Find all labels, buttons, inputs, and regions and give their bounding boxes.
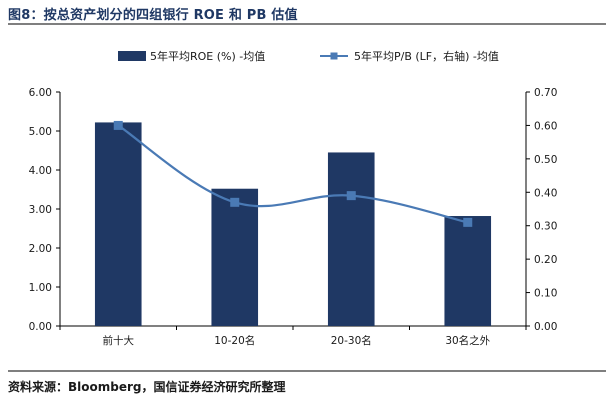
pb-line-path [117,124,468,224]
legend-pb-marker [330,52,338,60]
right-tick-label: 0.10 [534,288,557,300]
figure-title: 图8：按总资产划分的四组银行 ROE 和 PB 估值 [8,8,298,23]
source-note: 资料来源：Bloomberg，国信证券经济研究所整理 [8,380,286,394]
right-tick-label: 0.40 [534,187,557,199]
pb-point [230,197,240,207]
category-label: 20-30名 [331,334,372,347]
right-tick-label: 0.50 [534,154,557,166]
category-label: 前十大 [103,334,135,347]
left-tick-label: 5.00 [29,126,52,138]
roe-bars [94,122,492,326]
left-tick-label: 2.00 [29,243,52,255]
right-tick-label: 0.20 [534,254,557,266]
left-tick-label: 0.00 [29,321,52,333]
roe-pb-chart: 5年平均ROE (%) -均值 5年平均P/B (LF，右轴) -均值 0.00… [29,49,558,347]
pb-line-series [113,120,473,227]
roe-bar [327,152,375,326]
left-tick-label: 4.00 [29,165,52,177]
pb-point [346,191,356,201]
right-axis-ticks: 0.00 0.10 0.20 0.30 0.40 0.50 0.60 0.70 [526,87,557,333]
roe-bar [444,216,492,326]
category-ticks: 前十大 10-20名 20-30名 30名之外 [59,326,527,347]
category-label: 30名之外 [445,334,490,347]
left-tick-label: 1.00 [29,282,52,294]
legend-pb-label: 5年平均P/B (LF，右轴) -均值 [354,49,499,63]
legend-roe-label: 5年平均ROE (%) -均值 [150,49,265,63]
legend: 5年平均ROE (%) -均值 5年平均P/B (LF，右轴) -均值 [118,49,499,63]
right-tick-label: 0.30 [534,221,557,233]
pb-point [113,120,123,130]
right-tick-label: 0.60 [534,120,557,132]
right-tick-label: 0.70 [534,87,557,99]
category-label: 10-20名 [214,334,255,347]
left-tick-label: 3.00 [29,204,52,216]
roe-bar [94,122,142,326]
source-divider [8,370,606,372]
pb-point [463,217,473,227]
title-divider [8,23,606,25]
legend-roe-swatch [118,51,146,61]
left-tick-label: 6.00 [29,87,52,99]
left-axis-ticks: 0.00 1.00 2.00 3.00 4.00 5.00 6.00 [29,87,60,333]
roe-bar [211,188,259,326]
right-tick-label: 0.00 [534,321,557,333]
